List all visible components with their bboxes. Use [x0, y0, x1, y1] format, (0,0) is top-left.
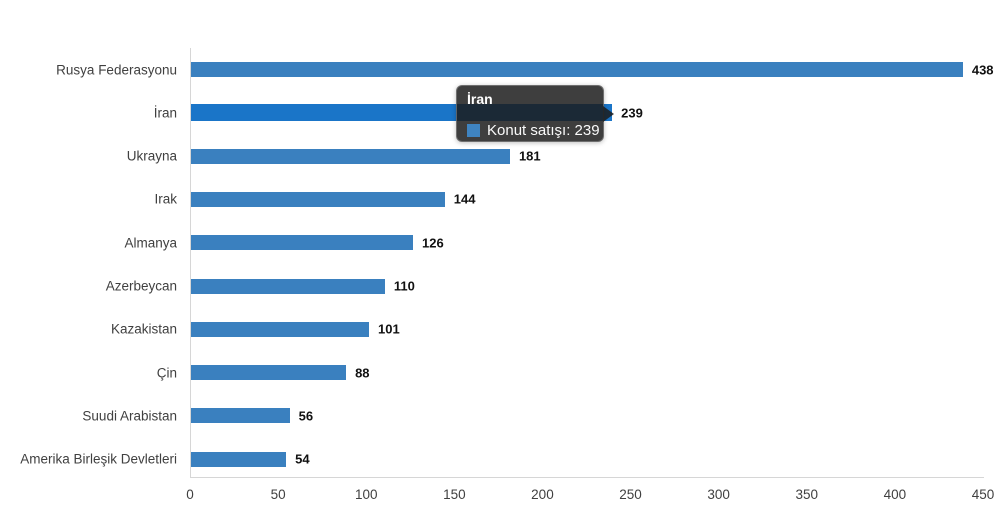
x-tick-label: 450	[971, 487, 995, 502]
x-tick-label: 200	[531, 487, 554, 502]
category-label: Azerbeycan	[105, 278, 177, 294]
category-label: Suudi Arabistan	[82, 408, 177, 424]
tooltip-label: Konut satışı: 239	[487, 122, 600, 139]
value-label: 56	[298, 408, 314, 424]
value-label: 144	[453, 191, 476, 207]
category-label: Almanya	[124, 235, 177, 251]
category-label: Ukrayna	[126, 148, 177, 164]
category-label: Rusya Federasyonu	[56, 62, 177, 77]
x-tick-label: 100	[354, 487, 378, 502]
bar-segment[interactable]	[191, 148, 510, 164]
bar-segment[interactable]	[191, 365, 347, 381]
category-label: İran	[153, 105, 177, 121]
x-axis-line	[190, 477, 984, 478]
bar-segment[interactable]	[191, 191, 445, 207]
x-tick-label: 250	[619, 487, 642, 502]
x-tick-label: 0	[186, 487, 194, 502]
y-axis-line	[190, 48, 191, 477]
x-tick-label: 150	[443, 487, 466, 502]
category-label: Kazakistan	[110, 321, 177, 337]
bar-segment[interactable]	[191, 278, 385, 294]
category-label: Amerika Birleşik Devletleri	[20, 451, 177, 467]
category-label: Çin	[156, 365, 177, 381]
x-tick-label: 350	[795, 487, 819, 502]
value-label: 239	[621, 105, 643, 121]
bar-segment[interactable]	[191, 321, 369, 337]
value-label: 126	[422, 235, 444, 251]
bar-segment[interactable]	[191, 408, 290, 424]
bar-segment[interactable]	[191, 235, 414, 251]
tooltip-title: İran	[467, 91, 493, 107]
value-label: 54	[295, 451, 310, 467]
x-tick-label: 300	[707, 487, 730, 502]
value-label: 101	[377, 321, 400, 337]
x-tick-label: 50	[270, 487, 286, 502]
x-tick-label: 400	[883, 487, 907, 502]
bar-segment[interactable]	[191, 62, 963, 77]
value-label: 181	[518, 148, 541, 164]
tooltip-body: Konut satışı: 239	[467, 122, 600, 139]
value-label: 110	[393, 278, 415, 294]
series-swatch-icon	[467, 124, 480, 137]
bar-segment[interactable]	[191, 451, 287, 467]
tooltip-caret-icon	[603, 106, 614, 122]
value-label: 88	[355, 365, 370, 381]
value-label: 438	[971, 62, 994, 77]
tooltip: İran Konut satışı: 239	[456, 85, 614, 142]
category-label: Irak	[154, 191, 177, 207]
